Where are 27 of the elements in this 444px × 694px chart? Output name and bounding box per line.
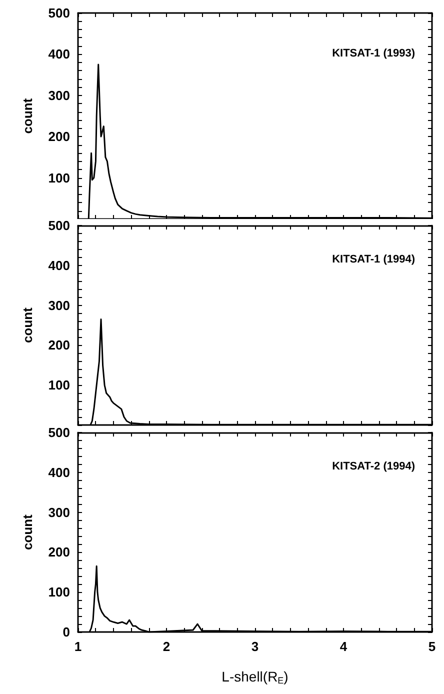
text: KITSAT-2 (1994) xyxy=(332,460,416,472)
x-tick-label: 5 xyxy=(428,639,436,654)
y-tick-label: 300 xyxy=(48,504,70,520)
y-tick-label: 400 xyxy=(48,464,70,480)
y-tick-label: 500 xyxy=(48,6,70,20)
x-tick-label: 2 xyxy=(162,639,170,654)
y-tick-label: 300 xyxy=(48,88,70,103)
y-axis-title: count xyxy=(20,514,35,550)
text: KITSAT-1 (1993) xyxy=(332,48,416,60)
y-axis-title: count xyxy=(20,98,35,134)
y-tick-label: 200 xyxy=(48,544,70,560)
y-tick-label: 500 xyxy=(48,425,70,440)
y-tick-label: 400 xyxy=(48,258,70,273)
y-tick-label: 500 xyxy=(48,218,70,233)
y-tick-label: 100 xyxy=(48,584,70,600)
text: KITSAT-1 (1994) xyxy=(332,254,416,266)
x-tick-label: 4 xyxy=(340,639,348,654)
y-axis-title: count xyxy=(20,306,35,343)
y-tick-label: 200 xyxy=(48,129,70,144)
y-tick-label: 300 xyxy=(48,298,70,313)
y-tick-label: 100 xyxy=(48,378,70,393)
x-tick-label: 1 xyxy=(74,639,82,654)
y-tick-label: 100 xyxy=(48,170,70,186)
y-tick-label: 400 xyxy=(48,46,70,62)
y-tick-label: 200 xyxy=(48,338,70,353)
x-tick-label: 3 xyxy=(251,639,259,654)
y-tick-label: 0 xyxy=(62,624,70,640)
